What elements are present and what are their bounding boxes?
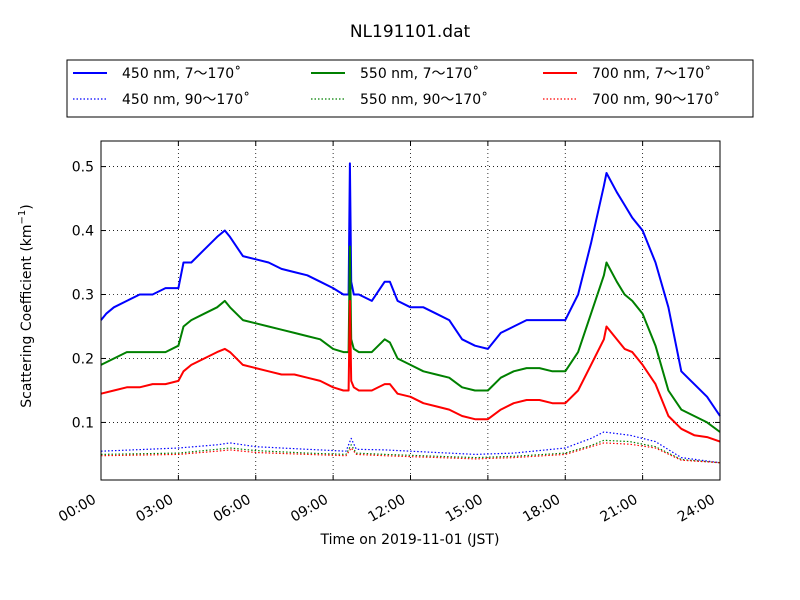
y-tick-label: 0.5 <box>72 160 94 176</box>
y-axis-label: Scattering Coefficient (km−1) <box>17 204 35 408</box>
legend-label: 550 nm, 90～170˚ <box>360 91 488 108</box>
y-tick-label: 0.1 <box>72 415 94 431</box>
legend-label: 700 nm, 90～170˚ <box>592 91 720 108</box>
grid <box>101 141 720 480</box>
x-tick-label: 06:00 <box>211 492 254 526</box>
x-tick-label: 09:00 <box>288 492 331 526</box>
legend-label: 450 nm, 7～170˚ <box>122 65 241 82</box>
x-tick-label: 03:00 <box>133 492 176 526</box>
legend-label: 450 nm, 90～170˚ <box>122 91 250 108</box>
series-line <box>100 439 721 464</box>
x-tick-label: 21:00 <box>598 492 641 526</box>
series-line <box>100 245 721 433</box>
x-tick-label: 12:00 <box>366 492 409 526</box>
legend-label: 700 nm, 7～170˚ <box>592 65 711 82</box>
x-tick-label: 18:00 <box>520 492 563 526</box>
x-tick-label: 24:00 <box>675 492 718 526</box>
legend-box <box>66 59 754 118</box>
series-layer <box>100 162 721 464</box>
x-tick-label: 15:00 <box>443 492 486 526</box>
series-line <box>100 431 721 464</box>
y-tick-label: 0.2 <box>72 351 94 367</box>
chart-title: NL191101.dat <box>350 22 471 42</box>
y-tick-label: 0.4 <box>72 224 94 240</box>
legend: 450 nm, 7～170˚ 450 nm, 90～170˚ 550 nm, 7～1… <box>66 59 754 118</box>
x-tick-label: 00:00 <box>56 492 99 526</box>
series-line <box>100 442 721 464</box>
x-axis-label: Time on 2019-11-01 (JST) <box>320 532 500 548</box>
series-line <box>100 162 721 417</box>
legend-label: 550 nm, 7～170˚ <box>360 65 479 82</box>
y-tick-label: 0.3 <box>72 288 94 304</box>
series-line <box>100 299 721 443</box>
